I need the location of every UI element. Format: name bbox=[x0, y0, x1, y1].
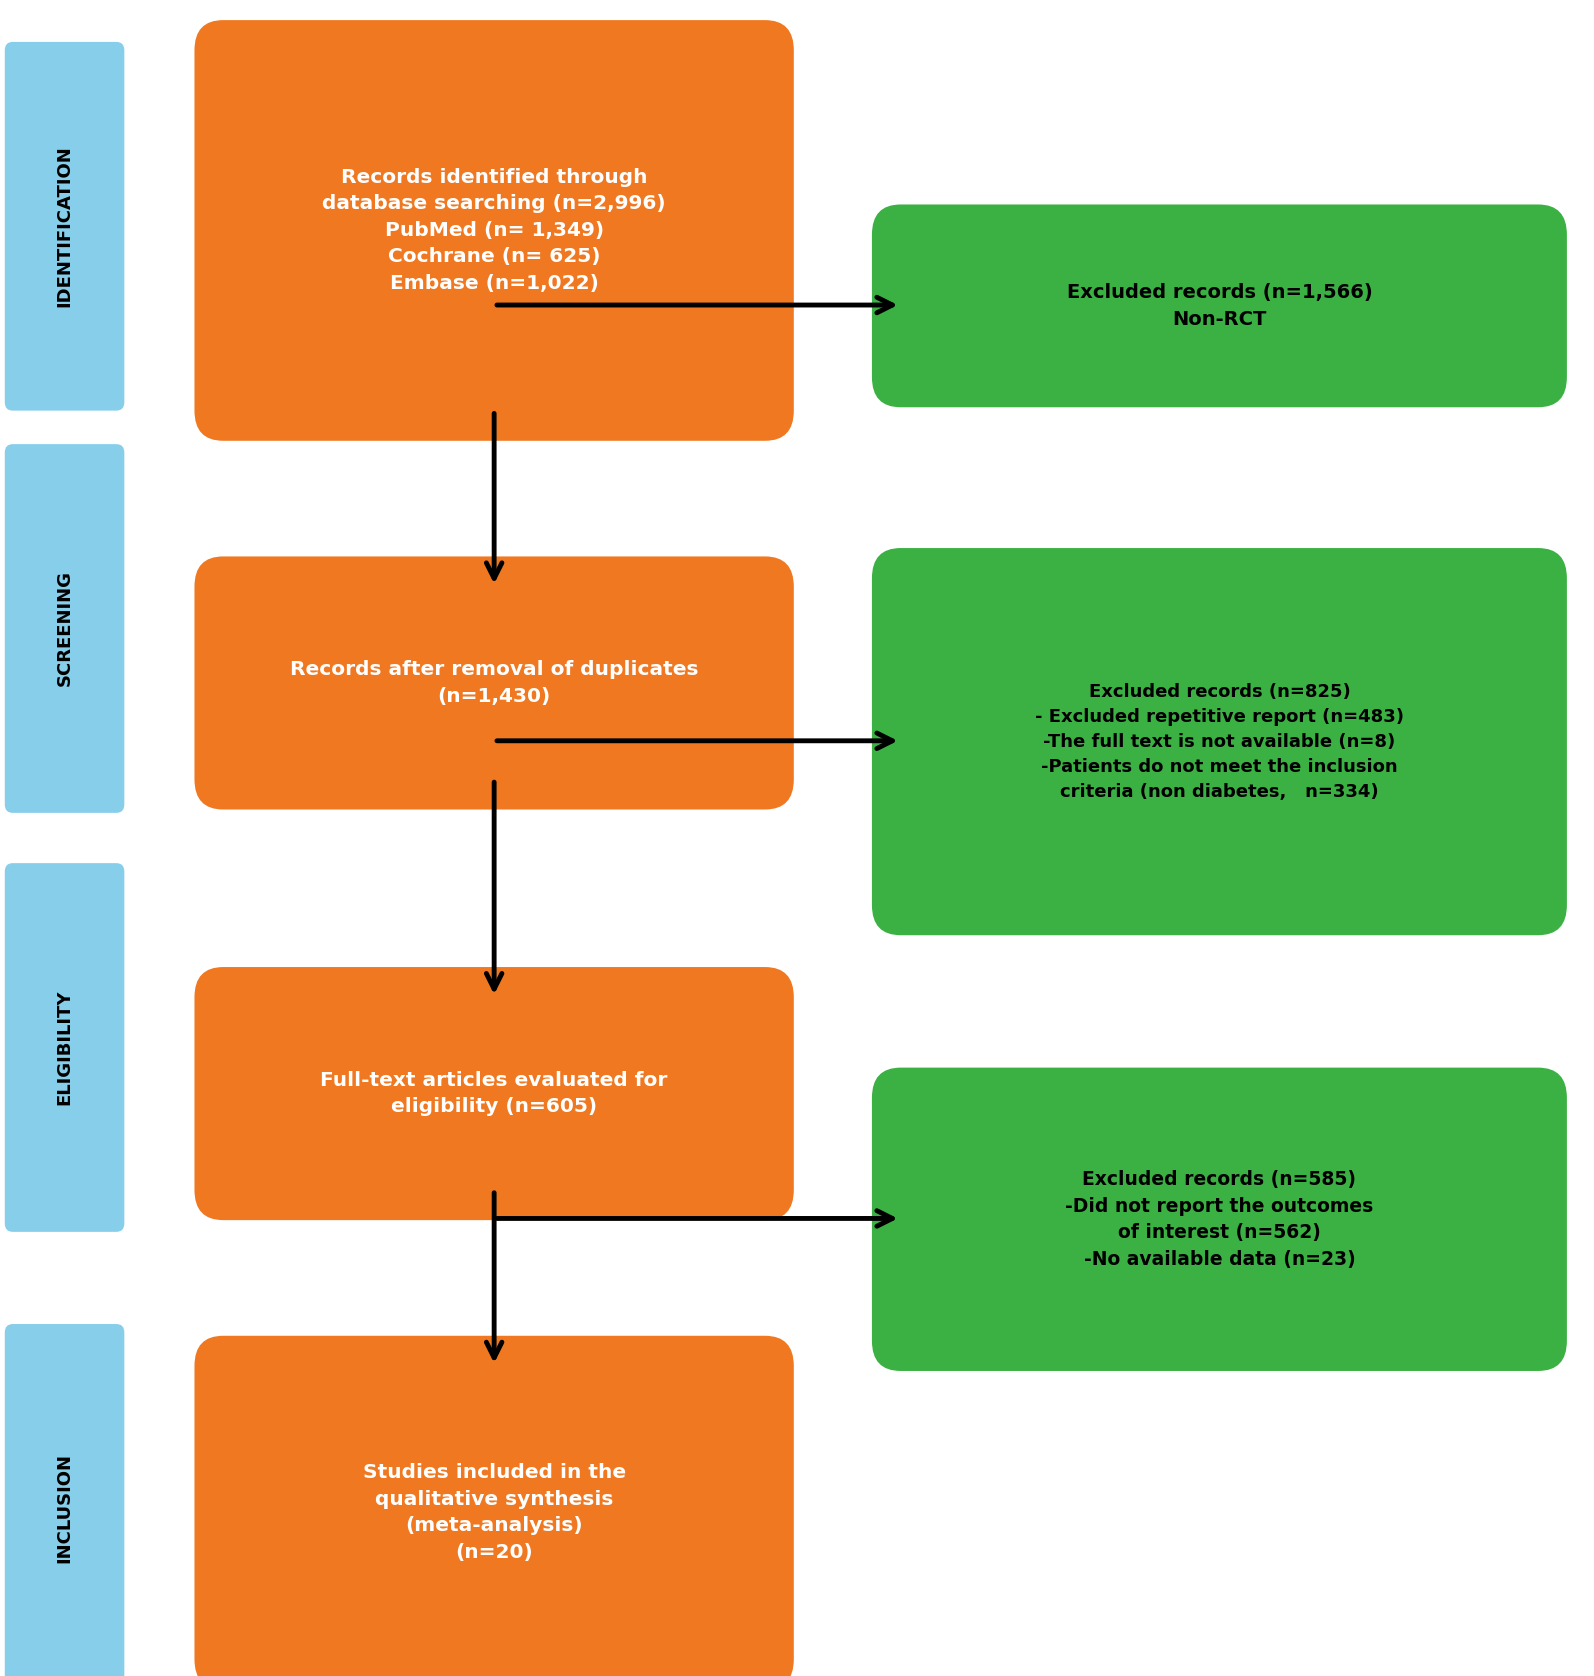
Text: Excluded records (n=585)
-Did not report the outcomes
of interest (n=562)
-No av: Excluded records (n=585) -Did not report… bbox=[1065, 1170, 1374, 1269]
FancyBboxPatch shape bbox=[194, 556, 794, 810]
FancyBboxPatch shape bbox=[194, 967, 794, 1220]
Text: SCREENING: SCREENING bbox=[56, 570, 73, 687]
FancyBboxPatch shape bbox=[5, 863, 124, 1232]
Text: Studies included in the
qualitative synthesis
(meta-analysis)
(n=20): Studies included in the qualitative synt… bbox=[362, 1463, 626, 1562]
FancyBboxPatch shape bbox=[872, 1068, 1567, 1371]
FancyBboxPatch shape bbox=[5, 1324, 124, 1676]
Text: Excluded records (n=1,566)
Non-RCT: Excluded records (n=1,566) Non-RCT bbox=[1066, 283, 1372, 328]
Text: INCLUSION: INCLUSION bbox=[56, 1453, 73, 1564]
FancyBboxPatch shape bbox=[5, 42, 124, 411]
Text: Excluded records (n=825)
- Excluded repetitive report (n=483)
-The full text is : Excluded records (n=825) - Excluded repe… bbox=[1035, 682, 1404, 801]
Text: Records after removal of duplicates
(n=1,430): Records after removal of duplicates (n=1… bbox=[290, 660, 698, 706]
Text: ELIGIBILITY: ELIGIBILITY bbox=[56, 991, 73, 1104]
Text: IDENTIFICATION: IDENTIFICATION bbox=[56, 146, 73, 307]
FancyBboxPatch shape bbox=[194, 20, 794, 441]
FancyBboxPatch shape bbox=[5, 444, 124, 813]
Text: Full-text articles evaluated for
eligibility (n=605): Full-text articles evaluated for eligibi… bbox=[320, 1071, 668, 1116]
FancyBboxPatch shape bbox=[872, 548, 1567, 935]
FancyBboxPatch shape bbox=[872, 204, 1567, 407]
FancyBboxPatch shape bbox=[194, 1336, 794, 1676]
Text: Records identified through
database searching (n=2,996)
PubMed (n= 1,349)
Cochra: Records identified through database sear… bbox=[322, 168, 666, 293]
